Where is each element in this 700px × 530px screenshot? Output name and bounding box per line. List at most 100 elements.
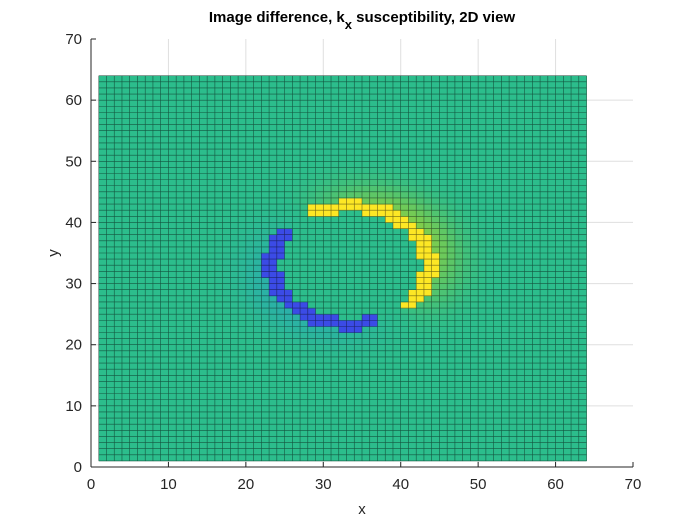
- surface-cell: [362, 448, 371, 456]
- surface-cell: [532, 87, 541, 95]
- surface-cell: [524, 283, 533, 290]
- surface-cell: [431, 338, 440, 346]
- surface-cell: [137, 118, 146, 125]
- surface-cell: [315, 142, 324, 150]
- surface-cell: [307, 363, 316, 370]
- surface-cell: [261, 130, 270, 138]
- surface-cell: [369, 234, 378, 242]
- surface-cell: [485, 106, 494, 113]
- surface-cell: [183, 112, 192, 119]
- surface-cell: [331, 94, 340, 101]
- surface-cell: [276, 259, 285, 266]
- surface-cell: [331, 75, 340, 83]
- surface-cell: [578, 112, 587, 119]
- surface-cell: [400, 308, 409, 315]
- surface-cell: [253, 399, 262, 407]
- surface-cell: [98, 228, 107, 235]
- surface-cell: [114, 277, 123, 284]
- surface-cell: [307, 265, 316, 272]
- surface-cell: [478, 94, 487, 101]
- surface-cell: [392, 375, 402, 382]
- surface-cell: [392, 210, 402, 217]
- surface-cell: [408, 87, 417, 95]
- surface-cell: [493, 246, 502, 254]
- surface-cell: [98, 393, 107, 401]
- surface-cell: [183, 75, 192, 83]
- surface-cell: [392, 259, 402, 266]
- surface-cell: [276, 106, 285, 113]
- surface-cell: [191, 259, 200, 266]
- surface-cell: [98, 369, 107, 376]
- surface-cell: [354, 271, 363, 278]
- surface-cell: [145, 289, 154, 297]
- surface-cell: [129, 448, 138, 456]
- surface-cell: [454, 271, 463, 278]
- surface-cell: [540, 338, 549, 346]
- surface-cell: [315, 418, 324, 425]
- surface-cell: [323, 124, 332, 132]
- surface-cell: [447, 100, 456, 107]
- surface-cell: [292, 332, 301, 339]
- surface-cell: [176, 234, 185, 242]
- surface-cell: [338, 130, 347, 138]
- surface-cell: [540, 197, 549, 205]
- surface-cell: [454, 436, 463, 443]
- surface-cell: [392, 283, 402, 290]
- surface-cell: [540, 81, 549, 89]
- surface-cell: [532, 448, 541, 456]
- surface-cell: [354, 142, 363, 150]
- surface-cell: [292, 259, 301, 266]
- surface-cell: [230, 106, 239, 113]
- surface-cell: [183, 155, 192, 162]
- surface-cell: [98, 314, 107, 321]
- surface-cell: [222, 375, 231, 382]
- surface-cell: [516, 356, 525, 364]
- surface-cell: [377, 454, 386, 462]
- surface-cell: [516, 100, 525, 107]
- surface-cell: [121, 112, 131, 119]
- surface-cell: [315, 411, 324, 419]
- surface-cell: [114, 418, 123, 425]
- surface-cell: [261, 363, 270, 370]
- surface-cell: [238, 259, 247, 266]
- surface-cell: [300, 112, 309, 119]
- surface-cell: [516, 246, 525, 254]
- surface-cell: [114, 240, 123, 248]
- surface-cell: [462, 118, 471, 125]
- surface-cell: [137, 216, 146, 223]
- surface-cell: [160, 295, 169, 303]
- surface-cell: [447, 130, 456, 138]
- surface-cell: [362, 405, 371, 413]
- surface-cell: [400, 253, 409, 260]
- surface-cell: [532, 167, 541, 174]
- surface-cell: [261, 240, 270, 248]
- surface-cell: [346, 130, 355, 138]
- surface-cell: [292, 216, 301, 223]
- surface-cell: [245, 253, 254, 260]
- surface-cell: [454, 124, 463, 132]
- surface-cell: [323, 332, 332, 339]
- surface-cell: [470, 356, 479, 364]
- surface-cell: [571, 369, 580, 376]
- surface-cell: [307, 161, 316, 168]
- surface-cell: [137, 210, 146, 217]
- surface-cell: [207, 142, 216, 150]
- surface-cell: [392, 167, 402, 174]
- surface-cell: [532, 228, 541, 235]
- surface-cell: [214, 265, 223, 272]
- surface-cell: [253, 454, 262, 462]
- surface-cell: [470, 210, 479, 217]
- surface-cell: [540, 399, 549, 407]
- surface-cell: [176, 393, 185, 401]
- surface-cell: [369, 87, 378, 95]
- surface-cell: [230, 448, 239, 456]
- surface-cell: [145, 149, 154, 156]
- surface-cell: [307, 75, 316, 83]
- surface-cell: [346, 124, 355, 132]
- surface-cell: [292, 155, 301, 162]
- surface-cell: [493, 228, 502, 235]
- surface-cell: [578, 344, 587, 352]
- surface-cell: [214, 393, 223, 401]
- surface-cell: [199, 411, 208, 419]
- surface-cell: [423, 356, 432, 364]
